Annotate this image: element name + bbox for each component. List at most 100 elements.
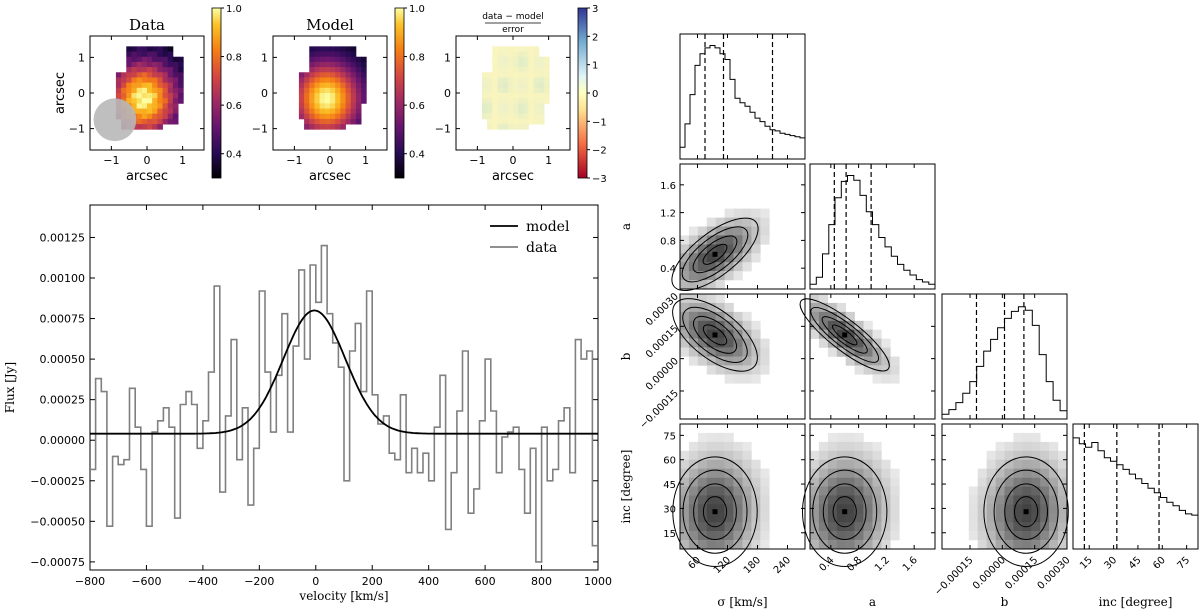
image-pixel <box>141 46 148 52</box>
density-cell <box>715 217 725 227</box>
density-cell <box>697 522 708 532</box>
density-cell <box>986 504 996 514</box>
density-cell <box>995 459 1005 469</box>
density-cell <box>854 441 864 452</box>
density-cell <box>706 522 716 532</box>
image-pixel <box>544 98 550 104</box>
image-pixel <box>131 72 138 78</box>
axes-frame <box>941 423 1068 550</box>
y-tick-label: −0.00015 <box>638 388 681 431</box>
density-cell <box>680 347 690 357</box>
image-pixel <box>502 46 509 52</box>
density-cell <box>760 540 770 550</box>
colorbar-tick-label: 3 <box>592 4 598 15</box>
density-cell <box>1013 432 1023 443</box>
density-cell <box>724 217 734 227</box>
image-pixel <box>324 77 331 84</box>
image-pixel <box>147 98 153 104</box>
image-pixel <box>172 82 179 89</box>
density-cell <box>872 374 882 384</box>
density-cell <box>854 365 864 375</box>
axes-frame <box>809 423 936 550</box>
image-pixel <box>523 87 529 94</box>
density-cell <box>688 531 699 541</box>
image-pixel <box>178 61 184 68</box>
density-cell <box>986 522 996 532</box>
image-pixel <box>497 61 504 68</box>
density-cell <box>1049 504 1059 514</box>
contour-line <box>831 324 858 346</box>
image-pixel <box>528 77 535 84</box>
panel-title-numerator: data − model <box>482 12 544 22</box>
image-pixel <box>136 93 143 99</box>
image-pixel <box>345 46 352 52</box>
image-pixel <box>309 61 315 68</box>
image-pixel <box>492 46 498 52</box>
density-cell <box>1049 513 1059 523</box>
density-cell <box>680 477 690 487</box>
density-cell <box>760 468 770 478</box>
x-tick-label: 800 <box>531 575 552 588</box>
image-pixel <box>126 46 132 52</box>
density-cell <box>872 338 882 348</box>
density-cell <box>733 262 743 272</box>
density-cell <box>977 495 987 505</box>
colorbar-tick-label: 0.8 <box>226 53 242 64</box>
image-pixel <box>167 87 174 94</box>
density-cell <box>1004 504 1014 514</box>
density-cell <box>863 459 873 469</box>
density-cell <box>986 450 996 460</box>
density-cell <box>995 450 1005 460</box>
image-pixel <box>538 108 545 115</box>
image-pixel <box>314 72 321 78</box>
image-pixel <box>314 82 321 89</box>
colorbar-tick-label: −1 <box>592 117 607 128</box>
density-cell <box>1031 522 1041 532</box>
density-cell <box>688 226 699 236</box>
image-pixel <box>319 51 326 58</box>
density-cell <box>751 540 761 550</box>
image-pixel <box>513 118 519 125</box>
image-pixel <box>330 103 336 109</box>
density-cell <box>724 253 734 263</box>
image-pixel <box>481 93 488 99</box>
density-cell <box>742 253 752 263</box>
image-pixel <box>162 87 169 94</box>
density-cell <box>680 235 690 245</box>
image-pixel <box>324 118 331 125</box>
density-cell <box>890 365 900 375</box>
image-pixel <box>492 113 498 120</box>
image-pixel <box>335 98 341 104</box>
density-cell <box>1049 450 1059 460</box>
density-cell <box>881 365 891 375</box>
y-tick-label: 45 <box>663 480 676 491</box>
image-pixel <box>361 61 367 68</box>
density-cell <box>986 531 996 541</box>
density-cell <box>881 459 891 469</box>
density-cell <box>995 477 1005 487</box>
density-cell <box>715 540 725 550</box>
density-cell <box>760 217 770 227</box>
image-pixel <box>544 61 550 68</box>
image-pixel <box>157 87 163 94</box>
image-pixel <box>497 67 504 73</box>
image-pixel <box>523 93 529 99</box>
contour-line <box>799 298 890 372</box>
image-pixel <box>528 87 535 94</box>
image-pixel <box>518 77 524 84</box>
legend-label-model: model <box>526 219 570 235</box>
image-pixel <box>330 108 336 115</box>
image-pixel <box>538 82 545 89</box>
image-pixel <box>304 113 310 120</box>
density-cell <box>810 320 820 330</box>
density-cell <box>818 329 829 339</box>
density-cell <box>688 513 699 523</box>
density-cell <box>733 477 743 487</box>
image-pixel <box>115 93 122 99</box>
image-pixel <box>335 108 341 115</box>
density-cell <box>751 356 761 366</box>
x-axis-label: arcsec <box>492 169 534 184</box>
map-residual-panel: −1 0 1 −1 0 1 arcsec data − model error 3 2 1 0 −1 −2 −… <box>435 4 607 185</box>
density-cell <box>760 504 770 514</box>
density-cell <box>1049 459 1059 469</box>
